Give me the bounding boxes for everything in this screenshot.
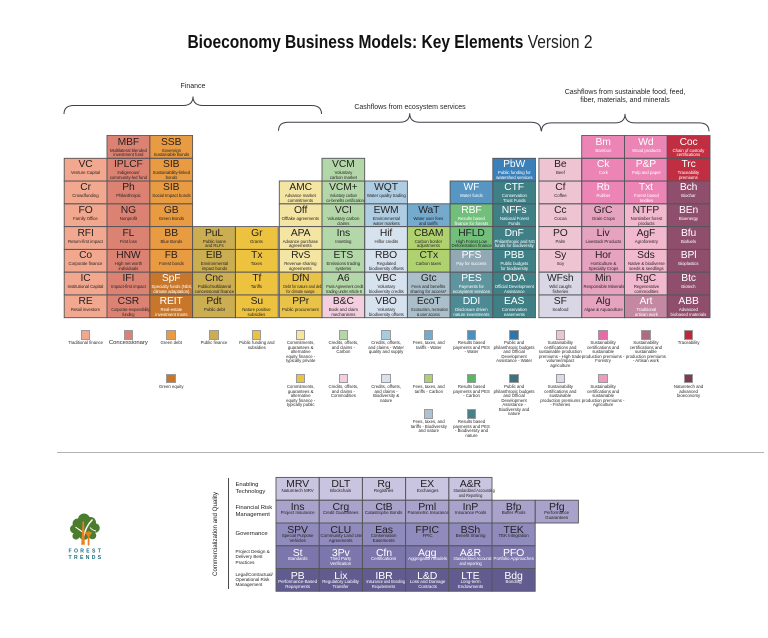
svg-text:TRENDS: TRENDS bbox=[69, 555, 104, 561]
svg-text:FOREST: FOREST bbox=[69, 549, 104, 555]
